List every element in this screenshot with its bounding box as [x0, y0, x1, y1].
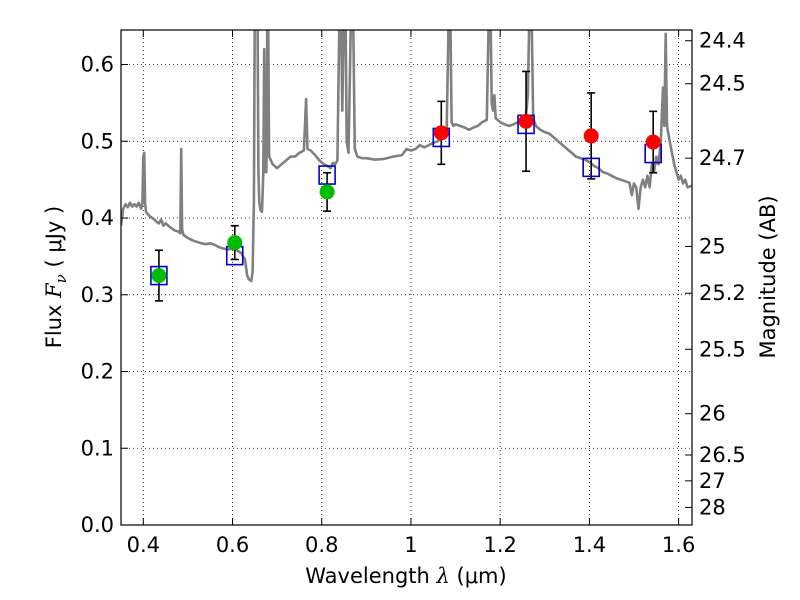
observed-point-red: [433, 125, 449, 141]
x-axis-label: Wavelength λ (μm): [305, 564, 506, 588]
model-sed-line: [121, 30, 692, 283]
observed-point-red: [583, 128, 599, 144]
grid: [121, 30, 692, 526]
magnitude-tick-label: 25.5: [699, 337, 746, 361]
magnitude-tick-label: 25: [699, 234, 726, 258]
observed-point-green: [151, 268, 167, 284]
x-tick-label: 1.2: [483, 533, 516, 557]
y-tick-label: 0.6: [81, 53, 114, 77]
magnitude-tick-label: 24.4: [699, 29, 746, 53]
magnitude-tick-label: 24.5: [699, 72, 746, 96]
model-layer: [121, 30, 692, 283]
magnitude-tick-label: 24.7: [699, 146, 746, 170]
y-tick-label: 0.4: [81, 206, 114, 230]
x-tick-label: 0.4: [127, 533, 160, 557]
y-tick-label: 0.5: [81, 129, 114, 153]
model-photometry-layer: [150, 114, 662, 286]
x-tick-label: 1.4: [573, 533, 606, 557]
x-tick-label: 1.6: [662, 533, 695, 557]
y-tick-label: 0.3: [81, 283, 114, 307]
plot-frame: [120, 29, 693, 526]
y-axis-label: Flux Fν ( μJy ): [42, 206, 70, 348]
error-bar-layer: [154, 70, 658, 302]
observed-point-red: [645, 134, 661, 150]
model-photometry-square: [318, 165, 336, 185]
observed-point-green: [227, 235, 243, 251]
magnitude-tick-label: 25.2: [699, 281, 746, 305]
x-tick-label: 0.6: [216, 533, 249, 557]
y-tick-label: 0.0: [81, 513, 114, 537]
observed-point-red: [518, 113, 534, 129]
x-tick-label: 1: [404, 533, 417, 557]
tick-layer: 0.4 0.6 0.8 1 1.2 1.4 1.6 0.0 0.1 0.2 0.3 0.4 0.5 0.6…: [81, 29, 746, 557]
observed-point-green: [319, 184, 335, 200]
model-photometry-square: [582, 157, 600, 178]
y2-axis-label: Magnitude (AB): [756, 195, 780, 358]
observed-point-layer: [151, 113, 661, 284]
magnitude-tick-label: 26.5: [699, 443, 746, 467]
model-photometry-square: [150, 265, 168, 286]
magnitude-tick-label: 28: [699, 495, 726, 519]
magnitude-tick-label: 27: [699, 469, 726, 493]
y-tick-label: 0.2: [81, 360, 114, 384]
x-tick-label: 0.8: [305, 533, 338, 557]
y-tick-label: 0.1: [81, 436, 114, 460]
magnitude-tick-label: 26: [699, 402, 726, 426]
